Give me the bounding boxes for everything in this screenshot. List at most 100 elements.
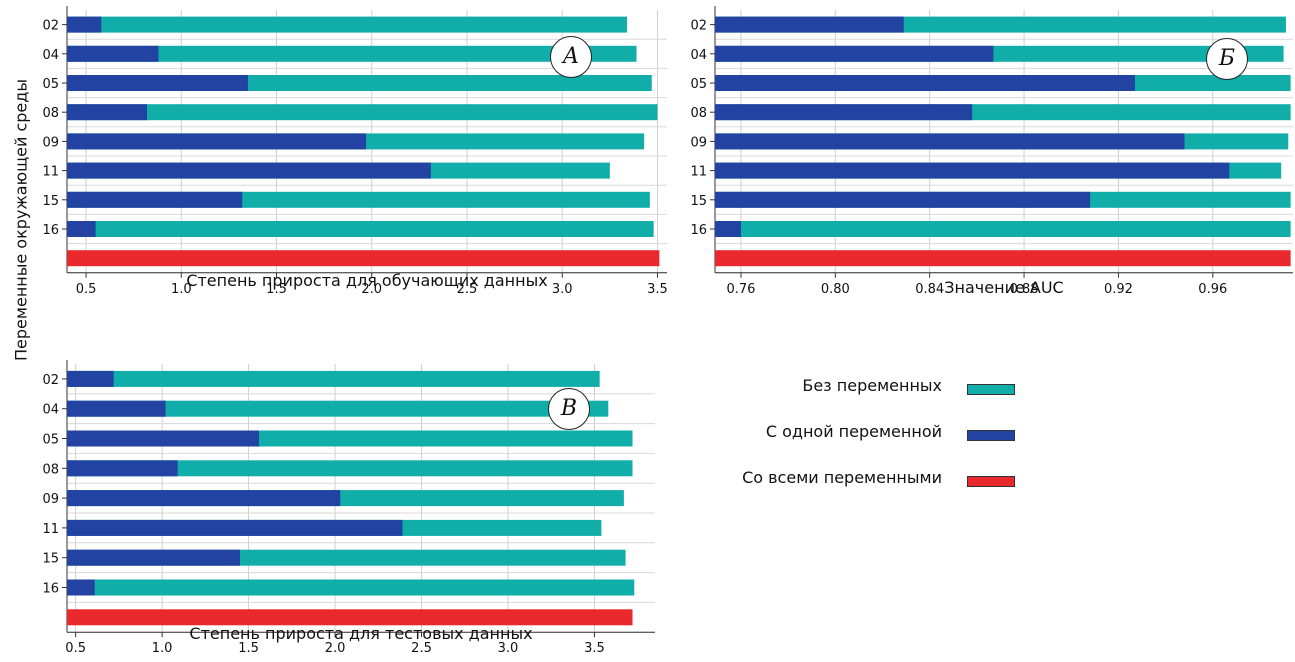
category-label: 15 (42, 552, 59, 567)
bar-single-11 (67, 162, 431, 179)
bar-single-05 (715, 75, 1135, 91)
legend-item-without: Без переменных (700, 376, 1030, 422)
bar-without-08 (67, 104, 658, 121)
chart-svg-b: 0.76 0.80 0.84 0.88 0.92 0.96 02 04 05 08 09 11 15 16 (690, 6, 1293, 297)
category-label: 04 (42, 48, 59, 63)
x-tick-label: 1.0 (171, 282, 192, 297)
bar-without-16 (67, 579, 635, 596)
bar-single-16 (67, 579, 95, 596)
x-tick-label: 1.5 (238, 641, 259, 656)
legend-label-all: Со всеми переменными (742, 468, 942, 487)
bar-without-02 (67, 370, 600, 387)
category-label: 16 (690, 223, 707, 238)
category-label: 04 (42, 403, 59, 418)
category-label: 11 (690, 165, 707, 180)
x-tick-label: 3.0 (498, 641, 519, 656)
bar-without-04 (67, 45, 637, 62)
category-label: 16 (42, 223, 59, 238)
category-label: 16 (42, 582, 59, 597)
x-axis-title-a: Степень прироста для обучающих данных (186, 271, 548, 290)
x-tick-label: 0.5 (65, 641, 86, 656)
legend-label-single: С одной переменной (765, 422, 942, 441)
bar-single-11 (715, 162, 1230, 179)
bar-single-09 (67, 490, 341, 507)
category-label: 09 (42, 135, 59, 150)
bar-single-15 (67, 549, 240, 566)
bar-single-08 (715, 104, 973, 121)
bar-single-16 (715, 221, 741, 237)
bar-single-16 (67, 221, 96, 237)
bar-single-08 (67, 104, 147, 121)
bar-without-16 (67, 221, 654, 237)
chart-panel-a: 0.5 1.0 1.5 2.0 2.5 3.0 3.5 02 04 05 08 09 11 15 16 А … (20, 6, 677, 303)
category-label: 08 (42, 106, 59, 121)
panel-label-v: В (548, 388, 590, 430)
category-label: 05 (42, 433, 59, 448)
x-tick-label: 0.84 (915, 282, 944, 297)
x-tick-label: 2.5 (411, 641, 432, 656)
x-tick-label: 3.5 (584, 641, 605, 656)
chart-svg-a: 0.5 1.0 1.5 2.0 2.5 3.0 3.5 02 04 05 08 09 11 15 16 (42, 6, 668, 297)
bar-single-02 (67, 370, 114, 387)
chart-panel-v: 0.5 1.0 1.5 2.0 2.5 3.0 3.5 02 04 05 08 09 11 15 16 В … (20, 360, 665, 662)
x-tick-label: 2.0 (325, 641, 346, 656)
bar-single-02 (67, 16, 102, 33)
category-label: 08 (42, 462, 59, 477)
x-tick-label: 0.80 (821, 282, 850, 297)
x-axis-title-b: Значение AUC (944, 278, 1064, 297)
x-tick-label: 0.5 (76, 282, 97, 297)
category-label: 05 (42, 77, 59, 92)
category-label: 11 (42, 522, 59, 537)
x-tick-label: 0.76 (726, 282, 755, 297)
panel-label-a: А (550, 36, 592, 78)
legend-swatch-without (967, 384, 1015, 395)
bar-all (67, 250, 660, 267)
x-tick-label: 2.5 (457, 282, 478, 297)
x-tick-label: 3.0 (552, 282, 573, 297)
category-label: 04 (690, 48, 707, 63)
chart-panel-b: 0.76 0.80 0.84 0.88 0.92 0.96 02 04 05 08 09 11 15 16… (668, 6, 1295, 303)
category-label: 11 (42, 165, 59, 180)
x-tick-label: 1.5 (266, 282, 287, 297)
bar-single-05 (67, 430, 259, 447)
bar-single-04 (67, 400, 166, 417)
category-label: 08 (690, 106, 707, 121)
category-label: 09 (42, 492, 59, 507)
x-tick-label: 1.0 (152, 641, 173, 656)
category-label: 05 (690, 77, 707, 92)
bar-single-11 (67, 519, 403, 536)
bar-all (67, 609, 633, 626)
bar-single-05 (67, 75, 248, 91)
legend: Без переменных С одной переменной Со все… (700, 376, 1030, 514)
bar-without-04 (67, 400, 609, 417)
x-axis-title-v: Степень прироста для тестовых данных (189, 624, 533, 643)
category-label: 02 (42, 19, 59, 34)
legend-swatch-all (967, 476, 1015, 487)
bar-all (715, 250, 1291, 267)
legend-swatch-single (967, 430, 1015, 441)
bar-without-16 (715, 221, 1291, 237)
x-tick-label: 0.92 (1104, 282, 1133, 297)
bar-single-09 (715, 133, 1185, 150)
category-label: 02 (42, 373, 59, 388)
x-tick-label: 3.5 (647, 282, 668, 297)
bar-single-15 (67, 191, 243, 208)
category-label: 02 (690, 19, 707, 34)
bar-without-08 (67, 460, 633, 477)
category-label: 15 (42, 194, 59, 209)
bar-single-08 (67, 460, 178, 477)
bar-single-04 (67, 45, 159, 62)
category-label: 09 (690, 135, 707, 150)
legend-label-without: Без переменных (802, 376, 942, 395)
legend-item-all: Со всеми переменными (700, 468, 1030, 514)
bar-single-15 (715, 191, 1091, 208)
x-tick-label: 0.88 (1010, 282, 1039, 297)
bar-single-04 (715, 45, 994, 62)
legend-item-single: С одной переменной (700, 422, 1030, 468)
bar-single-02 (715, 16, 904, 33)
x-tick-label: 0.96 (1198, 282, 1227, 297)
bar-without-02 (67, 16, 627, 33)
category-label: 15 (690, 194, 707, 209)
chart-svg-v: 0.5 1.0 1.5 2.0 2.5 3.0 3.5 02 04 05 08 09 11 15 16 (42, 360, 655, 656)
x-tick-label: 2.0 (361, 282, 382, 297)
